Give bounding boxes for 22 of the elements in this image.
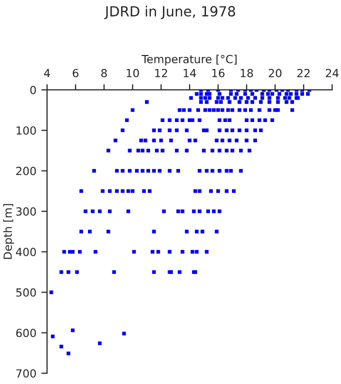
x-tick-label: 22 xyxy=(297,68,310,78)
x-tick-label: 6 xyxy=(72,68,78,78)
y-tick-label: 600 xyxy=(16,328,36,338)
y-tick-label: 100 xyxy=(16,126,36,135)
y-tick-label: 500 xyxy=(16,288,36,297)
x-tick-label: 10 xyxy=(126,68,139,78)
x-tick-label: 14 xyxy=(184,69,196,78)
y-tick-label: 300 xyxy=(16,207,36,216)
x-tick-label: 12 xyxy=(155,68,168,78)
y-tick-label: 700 xyxy=(16,369,36,378)
y-axis-title: Depth [m] xyxy=(3,204,14,259)
x-tick-label: 24 xyxy=(326,68,339,78)
x-tick-label: 18 xyxy=(240,68,253,78)
y-tick-label: 400 xyxy=(16,248,36,256)
chart-title: JDRD in June, 1978 xyxy=(104,6,236,20)
x-tick-label: 20 xyxy=(268,68,282,78)
y-tick-label: 0 xyxy=(30,86,36,94)
y-tick-label: 200 xyxy=(16,166,36,176)
x-tick-label: 8 xyxy=(101,68,107,78)
x-axis-title: Temperature [°C] xyxy=(142,54,237,66)
x-tick-label: 16 xyxy=(212,68,224,78)
x-tick-label: 4 xyxy=(44,69,50,78)
